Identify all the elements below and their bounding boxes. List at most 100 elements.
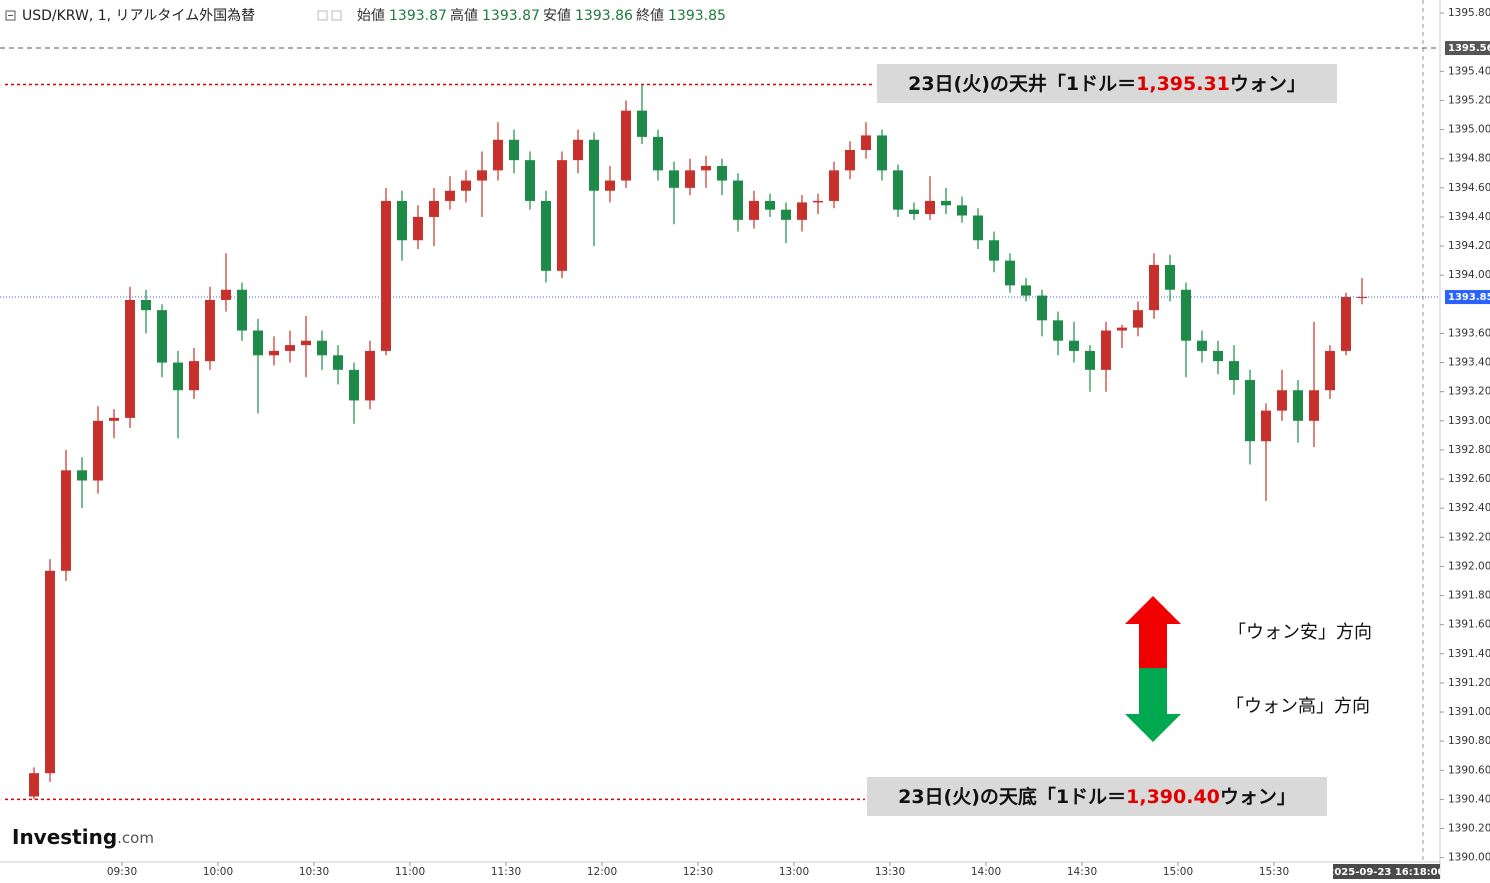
candle-body (301, 340, 311, 346)
candle-body (1037, 295, 1047, 321)
annotation-value: 1,390.40 (1126, 786, 1220, 808)
candle-body (637, 110, 647, 137)
candle-body (173, 362, 183, 391)
candle-body (1341, 297, 1351, 351)
candle-body (429, 200, 439, 217)
candle-body (717, 165, 727, 181)
direction-label: 「ウォン高」方向 (1226, 696, 1370, 717)
candle-body (957, 205, 967, 216)
ohlc-label: 安値 (543, 8, 571, 24)
candle-body (93, 420, 103, 481)
candle-body (1357, 297, 1367, 299)
x-tick-label: 10:00 (203, 866, 233, 878)
candle-body (317, 340, 327, 356)
x-tick-label: 14:30 (1067, 866, 1097, 878)
candle-body (1021, 285, 1031, 296)
icon[interactable] (331, 10, 342, 21)
y-tick-label: 1390.00 (1448, 852, 1490, 864)
candle-body (125, 299, 135, 418)
annotation-prefix: 23日(火)の天底「1ドル＝ (898, 785, 1126, 808)
annotation-prefix: 23日(火)の天井「1ドル＝ (908, 72, 1136, 95)
y-tick-label: 1391.40 (1448, 648, 1490, 660)
candle-body (733, 180, 743, 220)
annotation-box (877, 64, 1337, 103)
ohlc-value: 1393.87 (482, 8, 540, 24)
icon[interactable] (317, 10, 328, 21)
symbol: USD/KRW, 1, リアルタイム外国為替 (22, 8, 255, 24)
candle-body (1149, 265, 1159, 311)
up-arrow (1125, 596, 1181, 668)
candle-body (701, 165, 711, 171)
candle-body (61, 470, 71, 571)
y-tick-label: 1390.40 (1448, 793, 1490, 805)
candle-body (749, 200, 759, 220)
candle-body (397, 200, 407, 241)
candle-body (1277, 390, 1287, 411)
candle-body (477, 170, 487, 181)
y-tick-label: 1394.00 (1448, 269, 1490, 281)
y-tick-label: 1393.40 (1448, 357, 1490, 369)
x-tick-label: 13:00 (779, 866, 809, 878)
down-arrow (1125, 668, 1181, 742)
candle-body (909, 209, 919, 215)
candle-body (1085, 350, 1095, 370)
candle-body (1117, 327, 1127, 331)
y-tick-label: 1390.20 (1448, 823, 1490, 835)
direction-arrows: 「ウォン安」方向 「ウォン高」方向 (1125, 596, 1372, 742)
candle-body (493, 139, 503, 171)
candle-body (829, 170, 839, 201)
candle-body (205, 299, 215, 362)
y-tick-label: 1392.40 (1448, 502, 1490, 514)
y-tick-label: 1394.60 (1448, 182, 1490, 194)
candle-body (45, 570, 55, 774)
candle-body (1229, 361, 1239, 381)
annotation: 23日(火)の天底「1ドル＝1,390.40ウォン」 (898, 785, 1296, 808)
candle-body (813, 200, 823, 203)
candle-body (861, 135, 871, 150)
candle-body (1053, 320, 1063, 341)
y-tick-label: 1393.60 (1448, 327, 1490, 339)
candle-body (653, 136, 663, 171)
y-tick-label: 1395.40 (1448, 65, 1490, 77)
y-tick-label: 1394.40 (1448, 211, 1490, 223)
candle-body (621, 110, 631, 181)
candle-body (605, 180, 615, 191)
candle-body (285, 345, 295, 351)
candle-body (845, 149, 855, 171)
x-tick-label: 11:30 (491, 866, 521, 878)
ohlc-value: 1393.86 (575, 8, 633, 24)
y-tick-label: 1392.60 (1448, 473, 1490, 485)
ohlc-label: 高値 (450, 7, 478, 24)
collapse-icon[interactable] (5, 10, 16, 21)
y-tick-label: 1395.20 (1448, 94, 1490, 106)
x-tick-label: 11:00 (395, 866, 425, 878)
candle-body (989, 240, 999, 261)
candle-body (253, 330, 263, 356)
candle-body (381, 200, 391, 351)
y-tick-label: 1391.60 (1448, 619, 1490, 631)
price-label: 1393.85 (1448, 292, 1490, 303)
x-tick-label: 13:30 (875, 866, 905, 878)
y-tick-label: 1393.00 (1448, 415, 1490, 427)
candles (29, 84, 1367, 800)
price-label-box (1445, 41, 1490, 56)
ohlc-value: 1393.87 (389, 8, 447, 24)
x-tick-label: 10:30 (299, 866, 329, 878)
candle-body (1133, 310, 1143, 328)
candle-body (685, 170, 695, 188)
candle-body (973, 215, 983, 241)
x-tick-label: 12:30 (683, 866, 713, 878)
annotation-box (867, 777, 1327, 816)
timestamp-box (1333, 864, 1440, 879)
y-tick-label: 1391.00 (1448, 706, 1490, 718)
x-tick-label: 14:00 (971, 866, 1001, 878)
candle-body (29, 773, 39, 797)
candle-body (1005, 260, 1015, 286)
annotation-suffix: ウォン」 (1230, 73, 1306, 95)
candle-body (1325, 350, 1335, 391)
y-tick-label: 1391.80 (1448, 590, 1490, 602)
y-tick-label: 1394.80 (1448, 153, 1490, 165)
y-tick-label: 1394.20 (1448, 240, 1490, 252)
